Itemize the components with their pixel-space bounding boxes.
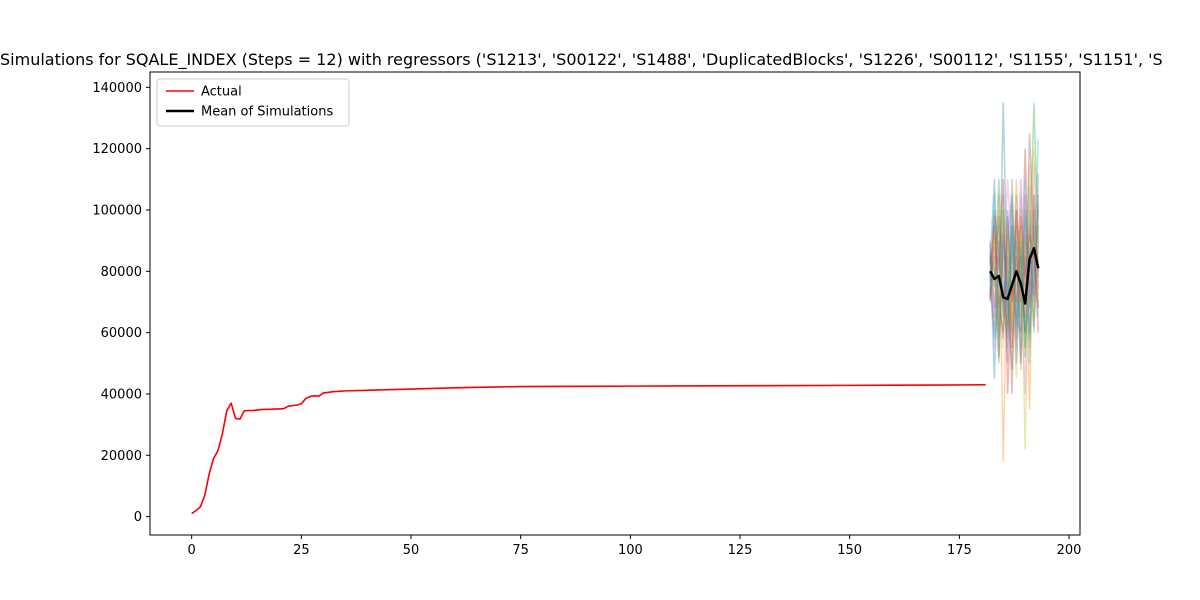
simulation-line [989, 102, 1040, 364]
y-tick-label: 100000 [92, 203, 142, 218]
x-tick-label: 25 [293, 543, 310, 558]
x-tick-label: 100 [618, 543, 643, 558]
mean-simulations-line [988, 247, 1040, 305]
simulation-line [989, 163, 1040, 379]
simulation-line [989, 194, 1040, 462]
y-tick-label: 80000 [101, 265, 142, 280]
y-tick-label: 120000 [92, 142, 142, 157]
x-tick-label: 175 [947, 543, 972, 558]
x-tick-label: 150 [837, 543, 862, 558]
simulation-line [989, 194, 1040, 333]
legend-label: Actual [201, 85, 242, 100]
x-tick-label: 200 [1057, 543, 1082, 558]
legend-box [156, 78, 350, 127]
simulation-line [989, 179, 1040, 410]
simulation-line [989, 209, 1040, 394]
simulation-line [989, 163, 1040, 348]
simulation-line [989, 173, 1040, 370]
legend: Actual Mean of Simulations [156, 78, 350, 127]
simulation-line [989, 179, 1040, 364]
y-tick-label: 140000 [92, 81, 142, 96]
simulation-line [989, 148, 1040, 348]
y-tick-label: 40000 [101, 387, 142, 402]
simulation-line [989, 179, 1040, 394]
y-axis: 0 20000 40000 60000 80000 100000 120000 140000 [92, 81, 150, 525]
simulation-line [989, 148, 1040, 450]
axes-frame [149, 71, 1081, 536]
simulation-line [989, 185, 1040, 394]
y-tick-label: 20000 [101, 449, 142, 464]
y-tick-label: 0 [134, 510, 142, 525]
x-tick-label: 50 [403, 543, 420, 558]
simulation-line [989, 139, 1040, 339]
x-axis: 0 25 50 75 100 125 150 175 200 [188, 535, 1082, 558]
simulation-line [989, 179, 1040, 364]
x-tick-label: 75 [512, 543, 529, 558]
simulation-line [989, 133, 1040, 370]
y-tick-label: 60000 [101, 326, 142, 341]
x-tick-label: 125 [728, 543, 753, 558]
legend-label: Mean of Simulations [201, 105, 333, 120]
x-tick-label: 0 [188, 543, 196, 558]
simulation-line [989, 194, 1040, 339]
simulation-line [989, 179, 1040, 364]
plot-area [191, 102, 1040, 515]
actual-line [191, 383, 986, 515]
chart-title: Simulations for SQALE_INDEX (Steps = 12)… [0, 50, 1163, 70]
